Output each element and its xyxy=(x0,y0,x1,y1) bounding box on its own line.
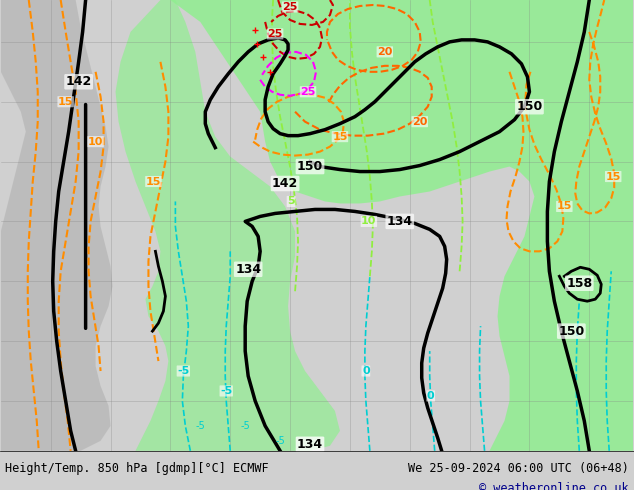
Text: 0: 0 xyxy=(362,366,370,376)
Text: © weatheronline.co.uk: © weatheronline.co.uk xyxy=(479,482,629,490)
Text: 15: 15 xyxy=(332,132,347,142)
Text: -5: -5 xyxy=(195,421,205,431)
Polygon shape xyxy=(1,0,113,451)
Text: 142: 142 xyxy=(272,177,298,190)
Text: 0: 0 xyxy=(427,391,434,401)
Polygon shape xyxy=(115,0,340,451)
Text: 150: 150 xyxy=(297,160,323,173)
Text: 10: 10 xyxy=(361,217,377,226)
Text: 142: 142 xyxy=(65,75,92,88)
Text: 25: 25 xyxy=(301,87,316,97)
Text: 15: 15 xyxy=(146,176,161,187)
Text: 25: 25 xyxy=(268,29,283,39)
Text: -5: -5 xyxy=(178,366,190,376)
Text: 15: 15 xyxy=(58,97,74,107)
Text: 150: 150 xyxy=(558,324,585,338)
Text: -5: -5 xyxy=(240,421,250,431)
Polygon shape xyxy=(171,0,633,451)
Text: 134: 134 xyxy=(235,263,261,276)
Text: -5: -5 xyxy=(220,386,233,396)
Text: 20: 20 xyxy=(412,117,427,127)
Text: 5: 5 xyxy=(287,196,295,206)
Text: 150: 150 xyxy=(516,100,543,113)
Text: 15: 15 xyxy=(557,201,572,212)
Text: We 25-09-2024 06:00 UTC (06+48): We 25-09-2024 06:00 UTC (06+48) xyxy=(408,462,629,475)
Text: 134: 134 xyxy=(297,438,323,451)
Text: 10: 10 xyxy=(88,137,103,147)
Text: 158: 158 xyxy=(566,277,592,290)
Text: -5: -5 xyxy=(275,436,285,446)
Text: 15: 15 xyxy=(605,172,621,181)
Text: 25: 25 xyxy=(282,2,298,12)
Text: 134: 134 xyxy=(387,215,413,228)
Text: 20: 20 xyxy=(377,47,392,57)
Text: Height/Temp. 850 hPa [gdmp][°C] ECMWF: Height/Temp. 850 hPa [gdmp][°C] ECMWF xyxy=(5,462,269,475)
